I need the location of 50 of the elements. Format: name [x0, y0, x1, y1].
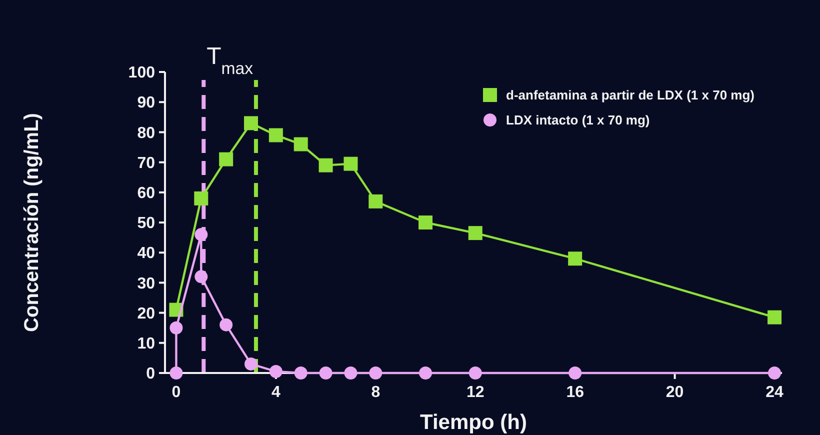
y-tick-label: 30: [137, 275, 156, 292]
point: [344, 156, 358, 171]
point: [568, 366, 582, 380]
point: [368, 194, 383, 208]
point: [220, 318, 233, 332]
y-axis-title: Concentración (ng/mL): [21, 113, 43, 332]
y-tick-label: 10: [137, 336, 156, 352]
point: [294, 366, 308, 380]
x-tick-label: 20: [666, 384, 684, 401]
point: [194, 191, 208, 206]
point: [344, 366, 358, 380]
y-tick-label: 50: [137, 215, 156, 232]
y-tick-label: 60: [137, 185, 156, 202]
point: [568, 252, 582, 266]
point: [269, 364, 282, 378]
x-tick-label: 4: [271, 384, 280, 401]
y-tick-label: 0: [146, 366, 156, 383]
point: [294, 137, 308, 152]
x-tick-label: 0: [172, 384, 181, 401]
point: [170, 366, 183, 380]
point: [768, 366, 782, 380]
y-tick-label: 90: [137, 94, 156, 112]
y-tick-label: 80: [137, 124, 156, 142]
x-tick-label: 12: [466, 384, 484, 401]
annotation: T$_{max}$: [206, 43, 254, 78]
y-tick-label: 40: [137, 245, 156, 262]
legend-label: LDX intacto (1 x 70 mg): [506, 112, 650, 128]
point: [170, 321, 183, 334]
point: [244, 357, 258, 370]
point: [419, 366, 432, 380]
y-tick-label: 70: [137, 154, 156, 172]
point: [468, 226, 482, 240]
point: [244, 116, 258, 130]
point: [318, 158, 333, 172]
point: [268, 128, 283, 142]
x-tick-label: 8: [371, 384, 380, 401]
point: [319, 366, 332, 380]
x-tick-label: 16: [566, 384, 584, 401]
point: [369, 366, 382, 380]
point: [768, 310, 782, 324]
x-axis-title: Tiempo (h): [420, 411, 527, 434]
point: [219, 152, 234, 166]
legend-label: d-anfetamina a partir de LDX (1 x 70 mg): [506, 88, 755, 103]
y-tick-label: 20: [137, 305, 156, 322]
point: [468, 366, 482, 380]
y-tick-label: 100: [128, 64, 156, 82]
point: [418, 216, 433, 230]
x-tick-label: 24: [766, 384, 784, 401]
point: [194, 228, 208, 242]
point: [194, 270, 208, 284]
